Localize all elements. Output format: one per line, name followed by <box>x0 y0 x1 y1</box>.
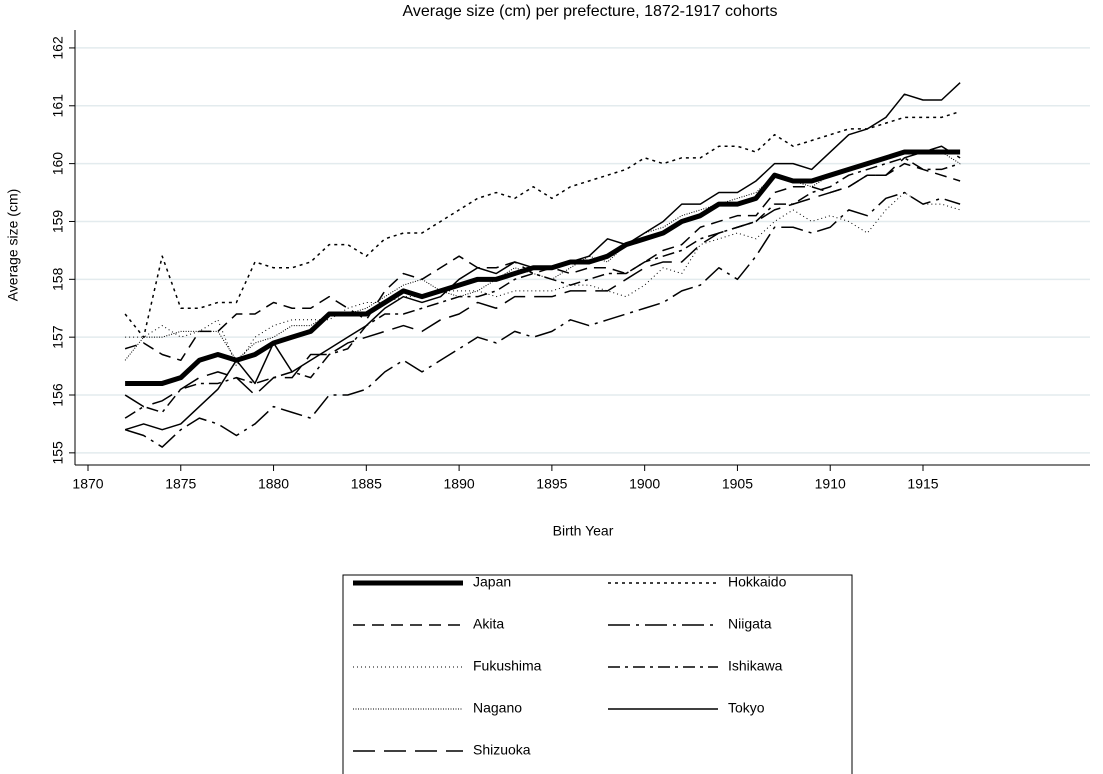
y-tick-label: 157 <box>50 325 66 349</box>
y-tick-label: 162 <box>50 36 66 60</box>
legend-label: Nagano <box>473 700 522 716</box>
legend-label: Shizuoka <box>473 742 531 758</box>
y-tick-label: 158 <box>50 267 66 291</box>
x-tick-label: 1910 <box>815 476 846 492</box>
legend-label: Akita <box>473 616 504 632</box>
series-line <box>124 157 961 419</box>
legend-box <box>342 574 853 774</box>
x-axis-label: Birth Year <box>553 523 614 539</box>
x-tick-label: 1885 <box>351 476 382 492</box>
y-tick-label: 161 <box>50 94 66 118</box>
x-tick-label: 1870 <box>72 476 103 492</box>
y-tick-label: 159 <box>50 210 66 234</box>
y-axis-label: Average size (cm) <box>5 189 21 302</box>
series-line <box>124 145 961 408</box>
legend-label: Japan <box>473 574 511 590</box>
x-tick-label: 1905 <box>722 476 753 492</box>
x-tick-label: 1895 <box>536 476 567 492</box>
legend-label: Fukushima <box>473 658 542 674</box>
y-tick-label: 156 <box>50 383 66 407</box>
legend-label: Hokkaido <box>728 574 787 590</box>
x-tick-label: 1890 <box>444 476 475 492</box>
legend-label: Tokyo <box>728 700 765 716</box>
series-line <box>124 151 961 361</box>
legend-label: Niigata <box>728 616 772 632</box>
series-line <box>124 191 961 448</box>
x-tick-label: 1875 <box>165 476 196 492</box>
y-tick-label: 155 <box>50 441 66 465</box>
x-tick-label: 1880 <box>258 476 289 492</box>
legend-label: Ishikawa <box>728 658 783 674</box>
y-tick-label: 160 <box>50 152 66 176</box>
x-tick-label: 1915 <box>907 476 938 492</box>
series-line <box>124 82 961 431</box>
chart-title: Average size (cm) per prefecture, 1872-1… <box>402 3 777 20</box>
x-tick-label: 1900 <box>629 476 660 492</box>
